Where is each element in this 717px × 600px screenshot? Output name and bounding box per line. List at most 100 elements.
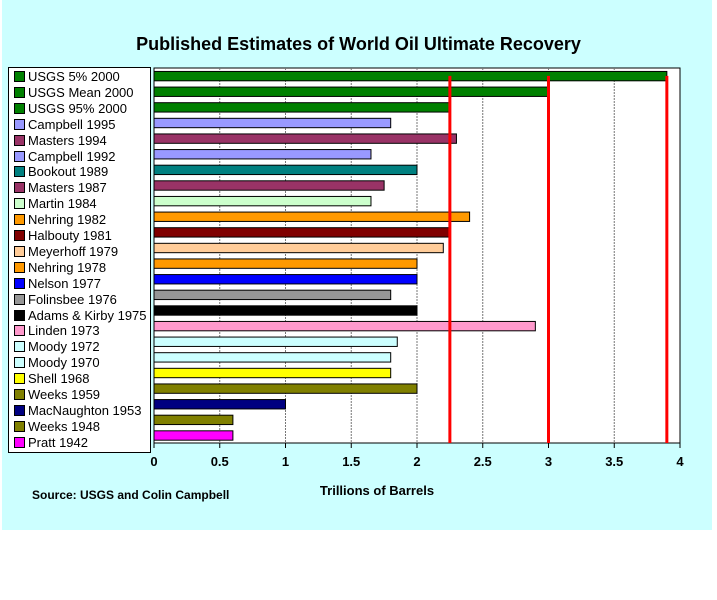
legend-item: Masters 1994: [14, 133, 107, 149]
legend-swatch: [14, 277, 25, 289]
bar-meyerhoff-1979: [153, 242, 444, 254]
legend-swatch: [14, 182, 25, 194]
x-tick-label: 3.5: [605, 454, 623, 469]
legend-swatch: [14, 71, 25, 82]
legend-swatch: [14, 230, 25, 241]
x-tick-label: 0.5: [211, 454, 229, 469]
legend-item: Pratt 1942: [14, 435, 88, 451]
bar-masters-1994: [153, 133, 457, 144]
legend-label: Adams & Kirby 1975: [28, 307, 147, 323]
bar-weeks-1959: [153, 383, 418, 394]
bar-usgs-5-2000: [153, 70, 668, 82]
bar-linden-1973: [153, 320, 536, 332]
legend-swatch: [14, 436, 25, 448]
legend-label: Campbell 1992: [28, 148, 116, 164]
legend-swatch: [14, 134, 25, 146]
legend-label: Moody 1972: [28, 339, 100, 355]
x-tick-label: 0: [150, 454, 157, 469]
legend-label: Folinsbee 1976: [28, 291, 117, 307]
x-tick-label: 1: [282, 454, 289, 469]
bar-nehring-1978: [153, 258, 418, 269]
bar-moody-1972: [153, 336, 398, 347]
legend-label: USGS Mean 2000: [28, 84, 134, 100]
legend-swatch: [14, 198, 25, 210]
legend-swatch: [14, 261, 25, 273]
legend-swatch: [14, 166, 25, 178]
bar-campbell-1992: [153, 149, 372, 160]
x-tick-label: 4: [676, 454, 684, 469]
bar-weeks-1948: [153, 414, 234, 426]
legend-item: Moody 1970: [14, 355, 100, 371]
bar-nehring-1982: [153, 211, 471, 222]
legend-item: Weeks 1948: [14, 419, 100, 435]
bar-usgs-mean-2000: [153, 86, 549, 97]
legend-swatch: [14, 150, 25, 162]
legend-item: Weeks 1959: [14, 387, 100, 403]
legend-label: Pratt 1942: [28, 434, 88, 450]
bar-bookout-1989: [153, 164, 418, 176]
legend-item: USGS Mean 2000: [14, 85, 134, 101]
legend-label: Nehring 1978: [28, 259, 107, 275]
legend-label: Meyerhoff 1979: [28, 243, 119, 259]
legend-item: USGS 5% 2000: [14, 69, 120, 85]
bar-martin-1984: [153, 195, 372, 207]
bar-campbell-1995: [153, 117, 392, 129]
legend-label: Weeks 1948: [28, 418, 101, 434]
legend-swatch: [14, 214, 25, 226]
legend-swatch: [14, 389, 25, 400]
legend-item: Shell 1968: [14, 371, 89, 387]
legend-item: Martin 1984: [14, 196, 97, 212]
legend-swatch: [14, 420, 25, 432]
legend-swatch: [14, 341, 25, 353]
legend-item: Adams & Kirby 1975: [14, 308, 147, 324]
legend-item: MacNaughton 1953: [14, 403, 141, 419]
x-axis-label: Trillions of Barrels: [320, 483, 434, 498]
bar-pratt-1942: [153, 430, 234, 441]
legend-label: USGS 95% 2000: [28, 100, 128, 116]
legend-swatch: [14, 357, 25, 369]
legend-item: Moody 1972: [14, 339, 100, 355]
x-tick-label: 2: [413, 454, 420, 469]
legend-item: Masters 1987: [14, 180, 107, 196]
legend-swatch: [14, 293, 25, 305]
legend-item: USGS 95% 2000: [14, 101, 127, 117]
legend-label: Masters 1987: [28, 180, 107, 196]
legend-label: Masters 1994: [28, 132, 107, 148]
legend-label: Moody 1970: [28, 355, 100, 371]
legend-item: Folinsbee 1976: [14, 292, 117, 308]
legend-label: Nelson 1977: [28, 275, 101, 291]
legend-label: Campbell 1995: [28, 116, 116, 132]
legend-swatch: [14, 118, 25, 130]
legend-label: Weeks 1959: [28, 387, 101, 402]
legend-item: Nehring 1982: [14, 212, 106, 228]
bar-adams-kirby-1975: [153, 305, 418, 316]
legend-item: Bookout 1989: [14, 164, 108, 180]
legend-item: Nehring 1978: [14, 260, 106, 276]
legend-item: Linden 1973: [14, 323, 100, 339]
bar-masters-1987: [153, 180, 385, 191]
bar-folinsbee-1976: [153, 289, 392, 301]
legend-label: MacNaughton 1953: [28, 402, 142, 418]
legend-item: Meyerhoff 1979: [14, 244, 118, 260]
legend-swatch: [14, 404, 25, 416]
legend-swatch: [14, 373, 25, 385]
legend-item: Halbouty 1981: [14, 228, 112, 244]
legend-label: Linden 1973: [28, 323, 100, 339]
source-note: Source: USGS and Colin Campbell: [32, 488, 230, 502]
legend-label: Martin 1984: [28, 196, 97, 212]
x-tick-label: 2.5: [474, 454, 492, 469]
bar-macnaughton-1953: [153, 399, 286, 410]
legend-label: USGS 5% 2000: [28, 69, 120, 84]
legend-item: Nelson 1977: [14, 276, 101, 292]
bar-nelson-1977: [153, 274, 418, 285]
bar-halbouty-1981: [153, 227, 451, 238]
legend-swatch: [14, 102, 25, 114]
legend-label: Shell 1968: [28, 371, 90, 387]
x-tick-label: 1.5: [342, 454, 360, 469]
legend: USGS 5% 2000 USGS Mean 2000 USGS 95% 2000 C…: [8, 67, 151, 453]
legend-item: Campbell 1995: [14, 117, 115, 133]
bar-shell-1968: [153, 367, 392, 379]
legend-swatch: [14, 325, 25, 337]
bar-usgs-95-2000: [153, 102, 451, 113]
